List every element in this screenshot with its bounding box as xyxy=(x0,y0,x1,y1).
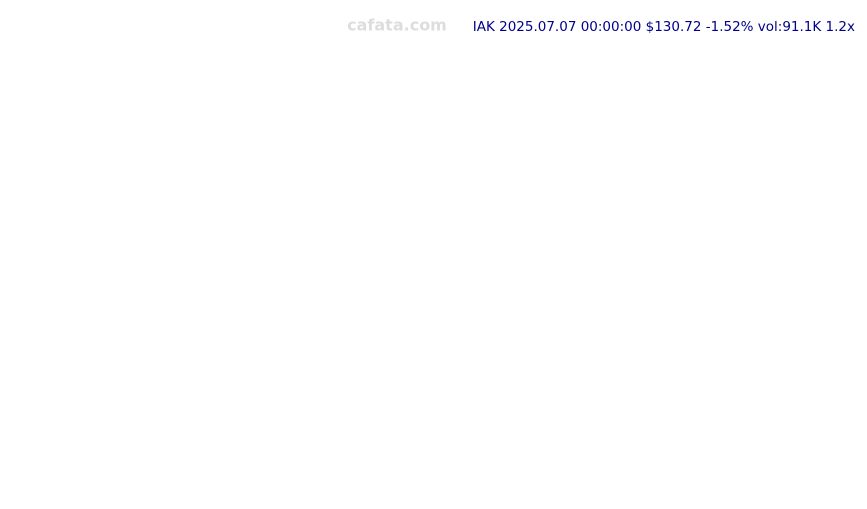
chart-title: IAK 2025.07.07 00:00:00 $130.72 -1.52% v… xyxy=(473,19,855,35)
watermark: cafata.com xyxy=(347,16,447,35)
